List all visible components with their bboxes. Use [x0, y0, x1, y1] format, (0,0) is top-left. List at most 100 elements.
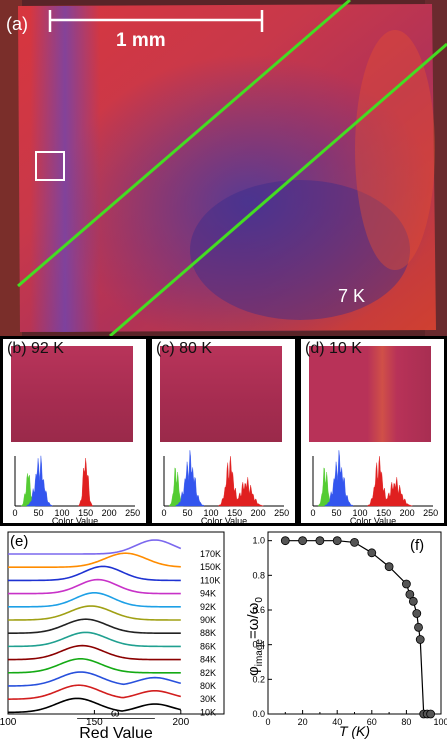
series-label: 110K — [200, 575, 220, 585]
hist-tick-label: 50 — [183, 508, 193, 518]
data-point — [280, 536, 290, 546]
panel-b-photo — [11, 346, 133, 442]
series-line — [7, 657, 181, 674]
x-tick-label: 100 — [433, 717, 447, 727]
series-line — [7, 618, 181, 634]
hist-peak — [378, 477, 413, 507]
x-tick-label: 150 — [86, 717, 103, 728]
series-label: 82K — [200, 668, 216, 678]
series-line — [7, 605, 181, 621]
series-label: 90K — [200, 615, 216, 625]
series-label: 170K — [200, 549, 221, 559]
x-tick-label: 40 — [332, 717, 342, 727]
data-point — [367, 548, 377, 558]
panel-d: (d) 10 K 0 50 100 150 200 250 Color Value — [298, 336, 447, 526]
hist-tick-label: 150 — [376, 508, 391, 518]
hist-tick-label: 0 — [12, 508, 17, 518]
hist-peak — [26, 455, 53, 507]
data-point — [315, 536, 325, 546]
panel-d-photo — [309, 346, 431, 442]
series-line — [7, 684, 181, 700]
hist-tick-label: 50 — [332, 508, 342, 518]
hist-axis-label: Color Value — [201, 516, 247, 526]
data-point — [426, 709, 436, 719]
hist-tick-label: 200 — [102, 508, 117, 518]
series-line — [8, 552, 181, 568]
hist-peak — [367, 456, 391, 507]
panel-f: (f) 0 20 40 60 80 100 0.0 0.2 0.4 0.6 0.8 1.0 T (K) φi… — [236, 526, 447, 744]
data-point — [408, 596, 418, 606]
panel-e-chart: (e) 170K 150K 110K 94K 92K 90K 88K 86K 84K 82K 80K 3… — [0, 531, 225, 742]
series-line — [7, 697, 181, 714]
series-line — [7, 671, 181, 687]
y-tick-label: 0.6 — [252, 605, 265, 615]
data-point — [412, 609, 422, 618]
panel-b-label: (b) 92 K — [7, 340, 64, 357]
selection-square — [35, 151, 65, 181]
hist-tick-label: 250 — [274, 508, 289, 518]
hist-peak — [324, 450, 354, 507]
data-point — [332, 536, 342, 546]
data-point — [384, 562, 394, 572]
panel-b: (b) 92 K 0 50 100 150 200 250 Color Value — [0, 336, 149, 526]
series-label: 30K — [200, 694, 216, 704]
hist-axis-label: Color Value — [350, 516, 396, 526]
series-label: 150K — [200, 562, 221, 572]
hist-tick-label: 100 — [204, 508, 219, 518]
panel-a-image: 1 mm (a) 7 K — [0, 0, 447, 336]
y-axis-label: φimage=ω/ω0 — [245, 597, 265, 676]
fit-line — [285, 540, 431, 715]
hist-tick-label: 250 — [423, 508, 438, 518]
panel-a-svg: 1 mm (a) 7 K — [0, 0, 447, 336]
data-point — [350, 537, 359, 547]
data-point — [415, 635, 425, 644]
scale-bar-label: 1 mm — [116, 30, 166, 51]
series-line — [7, 578, 181, 595]
y-tick-label: 0.2 — [252, 674, 265, 684]
x-axis-label: T (K) — [339, 723, 370, 739]
green-line-1 — [17, 0, 351, 288]
series-label: 86K — [200, 641, 216, 651]
green-line-2 — [109, 42, 447, 336]
series-line — [8, 539, 182, 555]
series-label: 84K — [200, 655, 216, 665]
hist-tick-label: 0 — [310, 508, 315, 518]
series-label: 92K — [200, 602, 216, 612]
hist-axis-label: Color Value — [52, 516, 98, 526]
x-tick-label: 100 — [0, 717, 17, 728]
hist-tick-label: 100 — [55, 508, 70, 518]
hist-tick-label: 200 — [251, 508, 266, 518]
series-line — [7, 644, 181, 661]
hist-tick-label: 150 — [78, 508, 93, 518]
panel-d-label: (d) 10 K — [305, 340, 362, 357]
series-line — [7, 591, 181, 608]
panel-f-label: (f) — [410, 537, 424, 554]
temperature-label: 7 K — [338, 286, 365, 306]
series-label: 88K — [200, 628, 216, 638]
hist-tick-label: 0 — [161, 508, 166, 518]
series-line — [8, 565, 181, 582]
data-point — [298, 536, 307, 546]
x-tick-label: 80 — [401, 717, 411, 727]
x-tick-label: 0 — [265, 717, 270, 727]
hist-tick-label: 50 — [34, 508, 44, 518]
hist-peak — [175, 450, 205, 507]
panel-d-histogram: 0 50 100 150 200 250 Color Value — [310, 450, 438, 526]
y-tick-label: 0.0 — [252, 709, 265, 719]
x-tick-label: 60 — [367, 717, 377, 727]
series-label: 80K — [200, 681, 216, 691]
panel-a-label: (a) — [6, 14, 28, 34]
panel-c-histogram: 0 50 100 150 200 250 Color Value — [161, 450, 289, 526]
hist-tick-label: 250 — [125, 508, 140, 518]
y-tick-label: 0.4 — [252, 640, 265, 650]
y-tick-label: 1.0 — [252, 536, 265, 546]
hist-tick-label: 100 — [353, 508, 368, 518]
hist-peak — [218, 456, 242, 507]
omega-label: ω — [111, 707, 120, 719]
x-axis-label: Red Value — [79, 725, 153, 742]
data-point — [405, 590, 415, 599]
hist-peak — [229, 477, 264, 507]
panel-f-chart: (f) 0 20 40 60 80 100 0.0 0.2 0.4 0.6 0.8 1.0 T (K) φi… — [245, 531, 447, 739]
panel-c-photo — [160, 346, 282, 442]
panel-e: (e) 170K 150K 110K 94K 92K 90K 88K 86K 84K 82K 80K 3… — [0, 526, 236, 744]
